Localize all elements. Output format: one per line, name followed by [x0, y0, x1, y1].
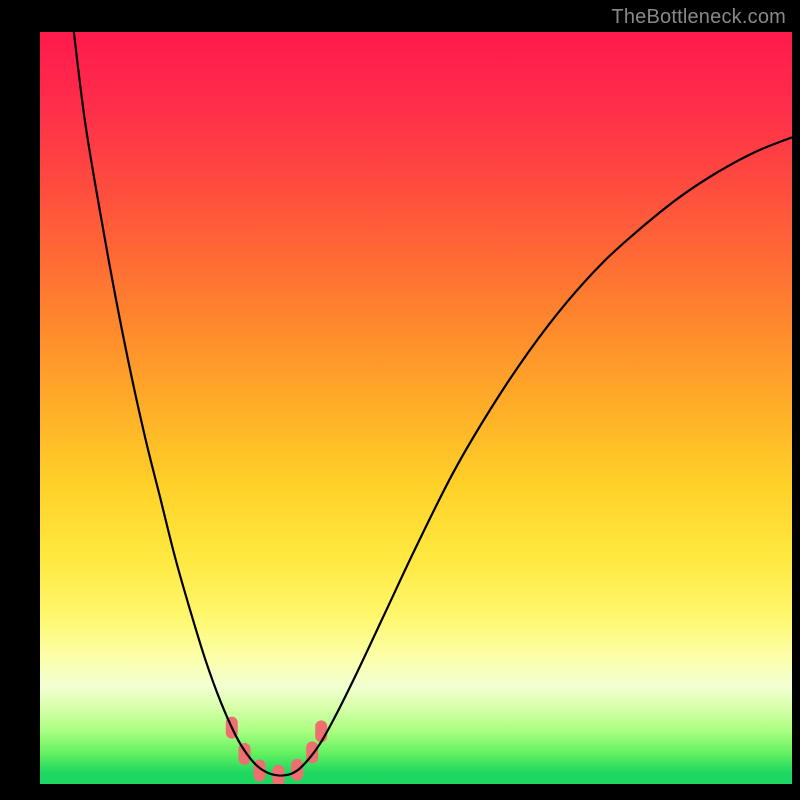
- curve-left-branch: [74, 32, 281, 776]
- chart-curves: [40, 32, 792, 784]
- curve-right-branch: [281, 137, 792, 775]
- bottleneck-chart: [40, 32, 792, 784]
- watermark-text: TheBottleneck.com: [611, 6, 786, 29]
- marker-point: [315, 720, 327, 742]
- data-markers: [226, 717, 327, 784]
